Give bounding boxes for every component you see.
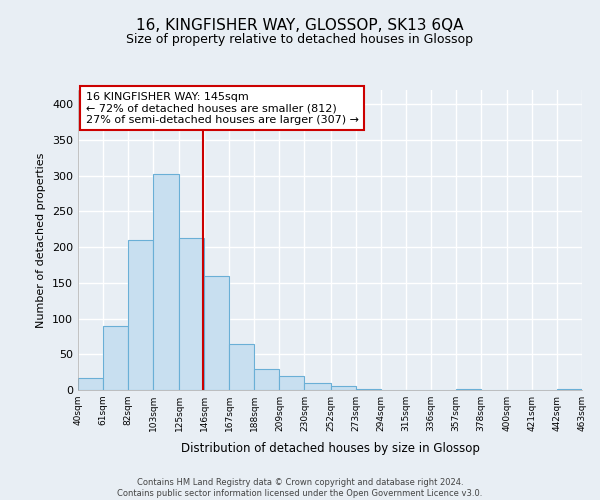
Text: 16, KINGFISHER WAY, GLOSSOP, SK13 6QA: 16, KINGFISHER WAY, GLOSSOP, SK13 6QA: [136, 18, 464, 32]
Bar: [356, 388, 380, 390]
Text: Contains HM Land Registry data © Crown copyright and database right 2024.
Contai: Contains HM Land Registry data © Crown c…: [118, 478, 482, 498]
Text: Size of property relative to detached houses in Glossop: Size of property relative to detached ho…: [127, 32, 473, 46]
Bar: [128, 240, 153, 390]
Bar: [331, 386, 356, 390]
Text: 16 KINGFISHER WAY: 145sqm
← 72% of detached houses are smaller (812)
27% of semi: 16 KINGFISHER WAY: 145sqm ← 72% of detac…: [86, 92, 359, 124]
Bar: [229, 344, 254, 390]
Bar: [304, 383, 331, 390]
X-axis label: Distribution of detached houses by size in Glossop: Distribution of detached houses by size …: [181, 442, 479, 456]
Bar: [103, 326, 128, 390]
Bar: [153, 174, 179, 390]
Bar: [557, 388, 582, 390]
Bar: [456, 388, 481, 390]
Bar: [280, 376, 304, 390]
Bar: [179, 238, 204, 390]
Bar: [78, 378, 103, 390]
Y-axis label: Number of detached properties: Number of detached properties: [37, 152, 46, 328]
Bar: [204, 276, 229, 390]
Bar: [254, 368, 280, 390]
